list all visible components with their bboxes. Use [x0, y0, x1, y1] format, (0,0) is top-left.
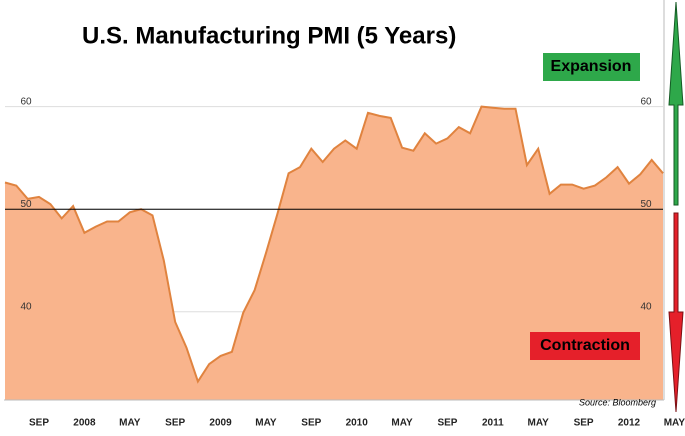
area	[5, 106, 663, 400]
x-tick-label: 2010	[346, 418, 369, 429]
expansion-arrow	[668, 1, 684, 206]
y-tick-label-right: 60	[640, 96, 652, 107]
source: Source: Bloomberg	[579, 397, 656, 407]
x-tick-label: SEP	[29, 418, 49, 429]
y-tick-label: 60	[20, 96, 32, 107]
x-tick-label: MAY	[528, 418, 550, 429]
expansion-label: Expansion	[551, 58, 632, 75]
x-tick-label: SEP	[437, 418, 457, 429]
x-tick-label: 2012	[618, 418, 641, 429]
line	[4, 105, 664, 384]
contraction-label: Contraction	[540, 337, 630, 354]
x-tick-label: 2009	[209, 418, 232, 429]
x-tick-label: SEP	[301, 418, 321, 429]
x-tick-label: SEP	[165, 418, 185, 429]
contraction-arrow	[668, 212, 684, 413]
x-tick-label: 2008	[73, 418, 96, 429]
y-tick-label: 50	[20, 199, 32, 210]
chart-title: U.S. Manufacturing PMI (5 Years)	[82, 22, 456, 49]
y-tick-label-right: 50	[640, 199, 652, 210]
x-tick-label: MAY	[391, 418, 413, 429]
x-tick-label: MAY	[255, 418, 277, 429]
y-tick-label: 40	[20, 301, 32, 312]
x-tick-label: MAY	[119, 418, 141, 429]
expansion-box	[543, 53, 640, 81]
x-tick-label: MAY	[664, 418, 685, 429]
x-tick-label: SEP	[574, 418, 594, 429]
y-tick-label-right: 40	[640, 301, 652, 312]
x-tick-label: 2011	[482, 418, 504, 429]
contraction-box	[530, 332, 640, 360]
